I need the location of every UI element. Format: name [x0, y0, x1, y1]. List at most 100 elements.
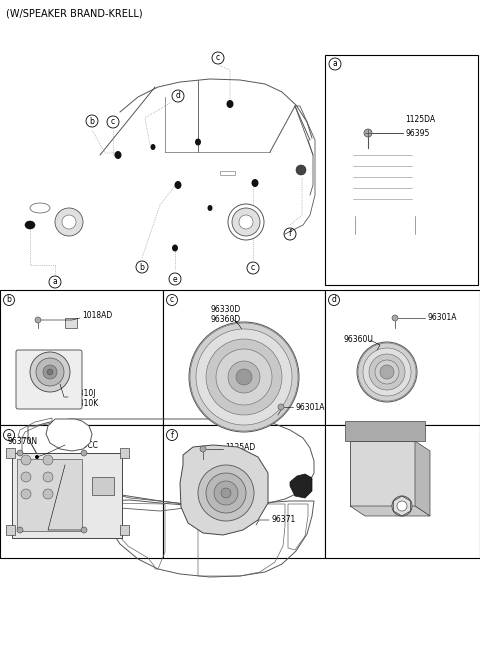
Circle shape [47, 369, 53, 375]
Circle shape [43, 365, 57, 379]
Polygon shape [46, 419, 92, 451]
Text: 96310K: 96310K [70, 398, 99, 407]
Text: 96360U: 96360U [343, 335, 373, 344]
Circle shape [228, 204, 264, 240]
Circle shape [357, 342, 417, 402]
Circle shape [221, 488, 231, 498]
Circle shape [364, 129, 372, 137]
Bar [92, 477, 114, 495]
Text: f: f [170, 430, 173, 440]
Circle shape [392, 315, 398, 321]
Bar [163, 425, 325, 558]
Text: c: c [216, 54, 220, 62]
Circle shape [43, 489, 53, 499]
Text: 1327AC: 1327AC [386, 472, 419, 480]
Circle shape [81, 527, 87, 533]
Ellipse shape [195, 138, 201, 146]
Circle shape [81, 450, 87, 456]
Bar [325, 290, 480, 425]
Polygon shape [180, 445, 268, 535]
Circle shape [296, 165, 306, 175]
Circle shape [369, 354, 405, 390]
Text: 96395: 96395 [405, 129, 430, 138]
Bar [0, 425, 163, 558]
Circle shape [397, 501, 407, 511]
Text: a: a [53, 277, 58, 287]
Text: b: b [7, 295, 12, 304]
Circle shape [392, 496, 412, 516]
Circle shape [55, 208, 83, 236]
Circle shape [375, 360, 399, 384]
Bar [325, 55, 478, 285]
Text: 1125KC: 1125KC [68, 461, 97, 470]
Circle shape [214, 481, 238, 505]
Text: c: c [251, 264, 255, 272]
Circle shape [36, 358, 64, 386]
Circle shape [363, 348, 411, 396]
Circle shape [35, 317, 41, 323]
Circle shape [21, 455, 31, 465]
Text: d: d [332, 295, 336, 304]
Bar [0, 290, 163, 425]
Ellipse shape [252, 179, 259, 187]
Circle shape [278, 404, 284, 410]
Ellipse shape [207, 205, 213, 211]
Ellipse shape [227, 100, 233, 108]
Text: c: c [170, 295, 174, 304]
Circle shape [216, 349, 272, 405]
Bar [120, 525, 129, 535]
Text: 96360D: 96360D [211, 316, 241, 325]
FancyBboxPatch shape [16, 350, 82, 409]
Circle shape [239, 215, 253, 229]
Circle shape [43, 455, 53, 465]
Polygon shape [415, 441, 430, 516]
Ellipse shape [172, 245, 178, 251]
Text: a: a [333, 60, 337, 68]
Text: 96370N: 96370N [8, 436, 38, 445]
Bar [12, 453, 122, 538]
Bar [220, 171, 235, 175]
Bar [163, 290, 325, 425]
Circle shape [30, 352, 70, 392]
Text: (W/SPEAKER BRAND-KRELL): (W/SPEAKER BRAND-KRELL) [6, 8, 143, 18]
Bar [325, 425, 480, 558]
Text: f: f [288, 230, 291, 239]
Polygon shape [345, 421, 425, 441]
Bar [6, 525, 15, 535]
Text: 1125DA: 1125DA [405, 115, 435, 125]
Ellipse shape [115, 151, 121, 159]
Circle shape [232, 208, 260, 236]
Ellipse shape [25, 221, 35, 229]
Polygon shape [350, 506, 430, 516]
Circle shape [189, 322, 299, 432]
Circle shape [43, 472, 53, 482]
Text: b: b [140, 262, 144, 272]
Circle shape [62, 215, 76, 229]
Circle shape [17, 450, 23, 456]
Text: 96330D: 96330D [211, 306, 241, 314]
Polygon shape [350, 441, 415, 506]
Circle shape [358, 343, 416, 401]
Circle shape [200, 446, 206, 452]
Polygon shape [290, 474, 312, 498]
Circle shape [35, 455, 39, 459]
Text: 1339CC: 1339CC [68, 440, 98, 449]
Circle shape [236, 369, 252, 385]
Text: 1018AD: 1018AD [82, 312, 112, 321]
Bar [6, 448, 15, 458]
Circle shape [206, 473, 246, 513]
Ellipse shape [175, 181, 181, 189]
Text: 96301A: 96301A [427, 314, 456, 323]
Circle shape [206, 339, 282, 415]
Text: d: d [176, 91, 180, 100]
Text: 96301A: 96301A [295, 403, 324, 411]
Text: 96310J: 96310J [70, 388, 96, 398]
Text: b: b [90, 117, 95, 125]
Circle shape [190, 323, 298, 431]
Ellipse shape [151, 144, 156, 150]
Bar [65, 318, 77, 328]
Bar [120, 448, 129, 458]
Circle shape [21, 489, 31, 499]
Circle shape [198, 465, 254, 521]
Text: 96371: 96371 [271, 516, 295, 525]
